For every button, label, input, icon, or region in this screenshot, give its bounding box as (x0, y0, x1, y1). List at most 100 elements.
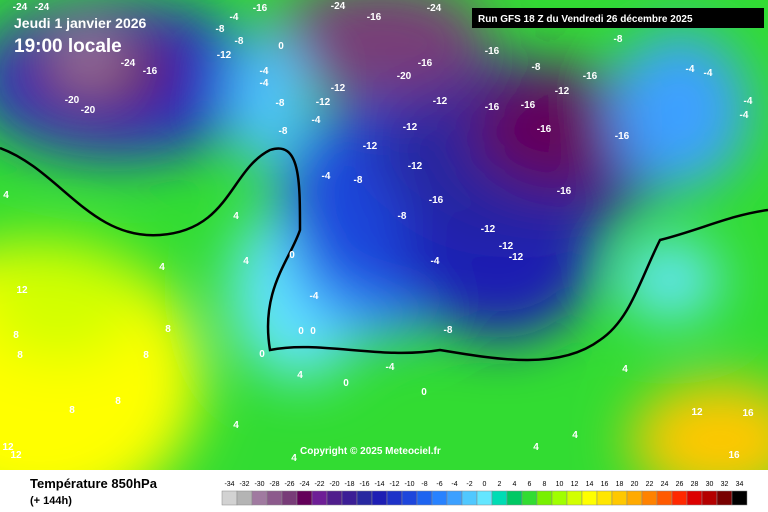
isotherm-label: -20 (65, 95, 80, 106)
isotherm-label: 0 (298, 326, 304, 337)
isotherm-label: -8 (276, 98, 285, 109)
scale-swatch (446, 490, 463, 506)
isotherm-label: -16 (429, 195, 444, 206)
isotherm-label: 0 (421, 387, 427, 398)
isotherm-label: -16 (537, 124, 552, 135)
scale-swatch (536, 490, 553, 506)
scale-label: -16 (359, 481, 369, 488)
isotherm-label: -20 (397, 71, 412, 82)
isotherm-label: 8 (115, 396, 121, 407)
run-box (472, 8, 764, 28)
scale-label: -2 (466, 481, 472, 488)
isotherm-label: 12 (10, 450, 22, 461)
scale-label: 28 (691, 481, 699, 488)
isotherm-label: -4 (310, 291, 319, 302)
scale-swatch (566, 490, 583, 506)
scale-swatch (431, 490, 448, 506)
isotherm-label: 16 (742, 408, 754, 419)
isotherm-label: 4 (233, 420, 239, 431)
scale-label: 34 (736, 481, 744, 488)
isotherm-label: -12 (363, 141, 378, 152)
isotherm-label: -20 (81, 105, 96, 116)
isotherm-label: -16 (418, 58, 433, 69)
isotherm-label: 4 (3, 190, 9, 201)
scale-label: 24 (661, 481, 669, 488)
isotherm-label: -8 (444, 325, 453, 336)
time: 19:00 locale (14, 36, 122, 57)
scale-label: 12 (571, 481, 579, 488)
run-label: Run GFS 18 Z du Vendredi 26 décembre 202… (478, 14, 693, 25)
scale-label: 4 (513, 481, 517, 488)
scale-label: 30 (706, 481, 714, 488)
isotherm-label: 4 (243, 256, 249, 267)
scale-swatch (476, 490, 493, 506)
scale-swatch (311, 490, 328, 506)
zero-isotherm (0, 146, 768, 362)
isotherm-label: -12 (499, 241, 514, 252)
isotherm-label: -8 (279, 126, 288, 137)
isotherm-label: -16 (557, 186, 572, 197)
isotherm-label: 4 (291, 453, 297, 464)
scale-swatch (341, 490, 358, 506)
scale-swatch (281, 490, 298, 506)
scale-label: -22 (314, 481, 324, 488)
isotherm-label: -8 (532, 62, 541, 73)
isotherm-label: -12 (217, 50, 232, 61)
scale-swatch (551, 490, 568, 506)
isotherm-label: -12 (555, 86, 570, 97)
isotherm-label: -24 (331, 1, 346, 12)
isotherm-label: -16 (521, 100, 536, 111)
isotherm-label: -4 (230, 12, 239, 23)
isotherm-label: 4 (572, 430, 578, 441)
scale-label: -18 (344, 481, 354, 488)
isotherm-label: 0 (289, 250, 295, 261)
scale-swatch (641, 490, 658, 506)
isotherm-label: -8 (235, 36, 244, 47)
isotherm-label: -24 (35, 2, 50, 13)
scale-swatch (251, 490, 268, 506)
date: Jeudi 1 janvier 2026 (14, 15, 147, 31)
scale-label: 2 (498, 481, 502, 488)
isotherm-label: -16 (253, 3, 268, 14)
copyright: Copyright © 2025 Meteociel.fr (300, 446, 441, 457)
isotherm-label: -8 (614, 34, 623, 45)
scale-label: -8 (421, 481, 427, 488)
isotherm-label: -4 (686, 64, 695, 75)
isotherm-label: 4 (159, 262, 165, 273)
isotherm-label: 12 (2, 442, 14, 453)
scale-label: -28 (269, 481, 279, 488)
scale-label: -32 (239, 481, 249, 488)
isotherm-label: -12 (403, 122, 418, 133)
isotherm-label: -4 (312, 115, 321, 126)
isotherm-label: 4 (297, 370, 303, 381)
isotherm-labels: -24 -24 -16 -24-16-24-4-8-12-8 0-4-4-24-16-2… (2, 1, 754, 464)
isotherm-label: -16 (583, 71, 598, 82)
isotherm-label: 0 (310, 326, 316, 337)
isotherm-label: -12 (433, 96, 448, 107)
isotherm-label: -4 (386, 362, 395, 373)
scale-swatch (701, 490, 718, 506)
scale-swatch (626, 490, 643, 506)
scale-swatch (521, 490, 538, 506)
scale-label: 32 (721, 481, 729, 488)
isotherm-label: -4 (744, 96, 753, 107)
scale-swatch (506, 490, 523, 506)
isotherm-label: 8 (143, 350, 149, 361)
isotherm-label: -12 (408, 161, 423, 172)
isotherm-label: 8 (69, 405, 75, 416)
isotherm-label: 8 (13, 330, 19, 341)
isotherm-label: 0 (343, 378, 349, 389)
isotherm-label: -8 (354, 175, 363, 186)
scale-label: 0 (483, 481, 487, 488)
scale-label: 22 (646, 481, 654, 488)
isotherm-label: 12 (691, 407, 703, 418)
isotherm-label: -12 (331, 83, 346, 94)
scale-label: -10 (404, 481, 414, 488)
scale-swatch (236, 490, 253, 506)
isotherm-label: 4 (622, 364, 628, 375)
isotherm-label: 0 (259, 349, 265, 360)
isotherm-label: -16 (615, 131, 630, 142)
